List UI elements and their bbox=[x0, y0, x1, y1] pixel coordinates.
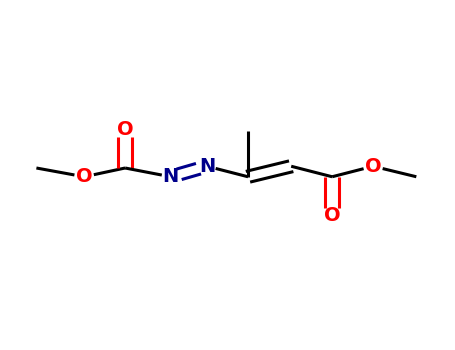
Text: O: O bbox=[324, 206, 340, 225]
Text: O: O bbox=[76, 167, 92, 186]
Text: O: O bbox=[117, 120, 133, 139]
Text: N: N bbox=[199, 157, 215, 176]
Text: O: O bbox=[365, 157, 381, 176]
Text: N: N bbox=[162, 167, 179, 186]
